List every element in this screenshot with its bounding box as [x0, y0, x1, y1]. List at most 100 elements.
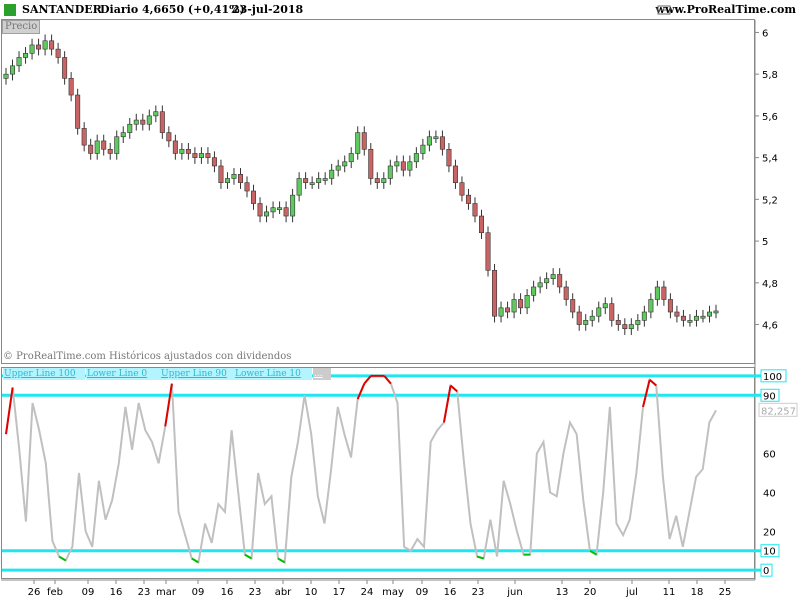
- x-tick-label: mar: [156, 587, 177, 598]
- candle-down: [159, 111, 165, 133]
- osc-tick-label: 100: [763, 372, 782, 383]
- axes: 65,85,65,45,254,84,61009060402010082,257…: [28, 28, 798, 598]
- candle-up: [641, 311, 647, 321]
- candle-down: [244, 182, 250, 192]
- candle-down: [211, 157, 217, 167]
- oscillator-series: [2, 374, 772, 572]
- candle-up: [296, 178, 302, 196]
- candle-down: [81, 128, 87, 146]
- candle-up: [231, 174, 237, 179]
- candle-up: [264, 211, 270, 217]
- x-tick-label: may: [382, 587, 404, 598]
- osc-level-box: [760, 369, 787, 383]
- candle-up: [693, 315, 699, 321]
- candle-down: [452, 165, 458, 183]
- candle-down: [563, 286, 569, 300]
- candle-up: [602, 303, 608, 309]
- candle-up: [628, 324, 634, 330]
- candle-down: [472, 203, 478, 217]
- candle-down: [172, 140, 178, 154]
- site-label[interactable]: www.ProRealTime.com: [655, 3, 797, 16]
- oversold-segment: [589, 549, 598, 556]
- candle-down: [303, 178, 309, 183]
- legend-lower-0[interactable]: Lower Line 0: [86, 368, 160, 380]
- x-tick-label: 24: [361, 587, 374, 598]
- candle-down: [185, 148, 191, 154]
- current-value-box: [758, 402, 798, 417]
- candle-down: [374, 178, 380, 183]
- price-badge: Precio: [2, 20, 41, 34]
- candle-down: [218, 165, 224, 183]
- osc-tick-label: 90: [763, 391, 776, 402]
- candle-up: [94, 140, 100, 154]
- candle-down: [622, 324, 628, 330]
- x-tick-label: 20: [584, 587, 597, 598]
- candle-down: [192, 153, 198, 158]
- candle-up: [270, 207, 276, 213]
- candle-up: [348, 153, 354, 163]
- osc-level-box: [760, 563, 773, 577]
- legend-lower-10[interactable]: Lower Line 10: [234, 368, 312, 380]
- candle-up: [342, 161, 348, 167]
- candle-down: [361, 132, 367, 150]
- price-tick-label: 5,2: [762, 195, 778, 206]
- candle-up: [498, 307, 504, 317]
- candle-down: [557, 274, 563, 288]
- candle-up: [596, 307, 602, 317]
- overbought-segment: [442, 385, 452, 423]
- candle-down: [36, 44, 42, 50]
- candle-up: [322, 178, 328, 181]
- price-tick-label: 4,8: [762, 279, 778, 290]
- overbought-segment: [383, 375, 392, 385]
- osc-level-box: [760, 544, 780, 558]
- candle-up: [316, 178, 322, 183]
- legend-more[interactable]: ...: [313, 368, 331, 380]
- candle-up: [426, 136, 432, 146]
- price-tick-label: 5,8: [762, 70, 778, 81]
- x-tick-label: feb: [47, 587, 63, 598]
- green-square-icon[interactable]: [4, 4, 16, 16]
- candle-down: [205, 153, 211, 158]
- overbought-segment: [5, 387, 14, 435]
- x-tick-label: 18: [691, 587, 704, 598]
- x-tick-label: 23: [249, 587, 262, 598]
- candle-up: [420, 144, 426, 154]
- candle-down: [492, 269, 498, 317]
- candle-up: [114, 136, 120, 154]
- candle-down: [88, 144, 94, 154]
- candle-up: [42, 40, 48, 50]
- copyright-text: © ProRealTime.com Históricos ajustados c…: [3, 351, 292, 362]
- price-tick-label: 5: [762, 237, 768, 248]
- candle-up: [29, 44, 35, 54]
- osc-tick-label: 40: [763, 488, 776, 499]
- candle-down: [283, 207, 289, 217]
- price-panel-frame: [1, 19, 755, 364]
- candle-up: [329, 169, 335, 179]
- candle-down: [680, 315, 686, 321]
- candle-up: [394, 161, 400, 167]
- candle-up: [589, 315, 595, 321]
- candle-down: [62, 57, 68, 79]
- candle-down: [101, 140, 107, 150]
- header-bar: SANTANDER Diario 4,6650 (+0,41%) 23-jul-…: [0, 0, 800, 20]
- candle-down: [609, 303, 615, 321]
- overbought-segment: [642, 379, 651, 408]
- candle-up: [635, 320, 641, 325]
- candle-down: [251, 190, 257, 204]
- candle-down: [674, 311, 680, 317]
- candle-up: [531, 286, 537, 296]
- candle-up: [290, 194, 296, 217]
- candle-down: [368, 148, 374, 179]
- candle-up: [146, 115, 152, 125]
- candle-up: [511, 299, 517, 313]
- candle-up: [433, 136, 439, 140]
- overbought-segment: [648, 378, 657, 387]
- legend-upper-100[interactable]: Upper Line 100: [3, 368, 85, 380]
- overbought-segment: [363, 375, 372, 385]
- candle-down: [518, 299, 524, 309]
- candle-down: [570, 299, 576, 313]
- legend-upper-90[interactable]: Upper Line 90: [160, 368, 234, 380]
- candle-up: [179, 148, 185, 154]
- oversold-segment: [58, 555, 67, 562]
- indicator-icon[interactable]: [657, 5, 671, 15]
